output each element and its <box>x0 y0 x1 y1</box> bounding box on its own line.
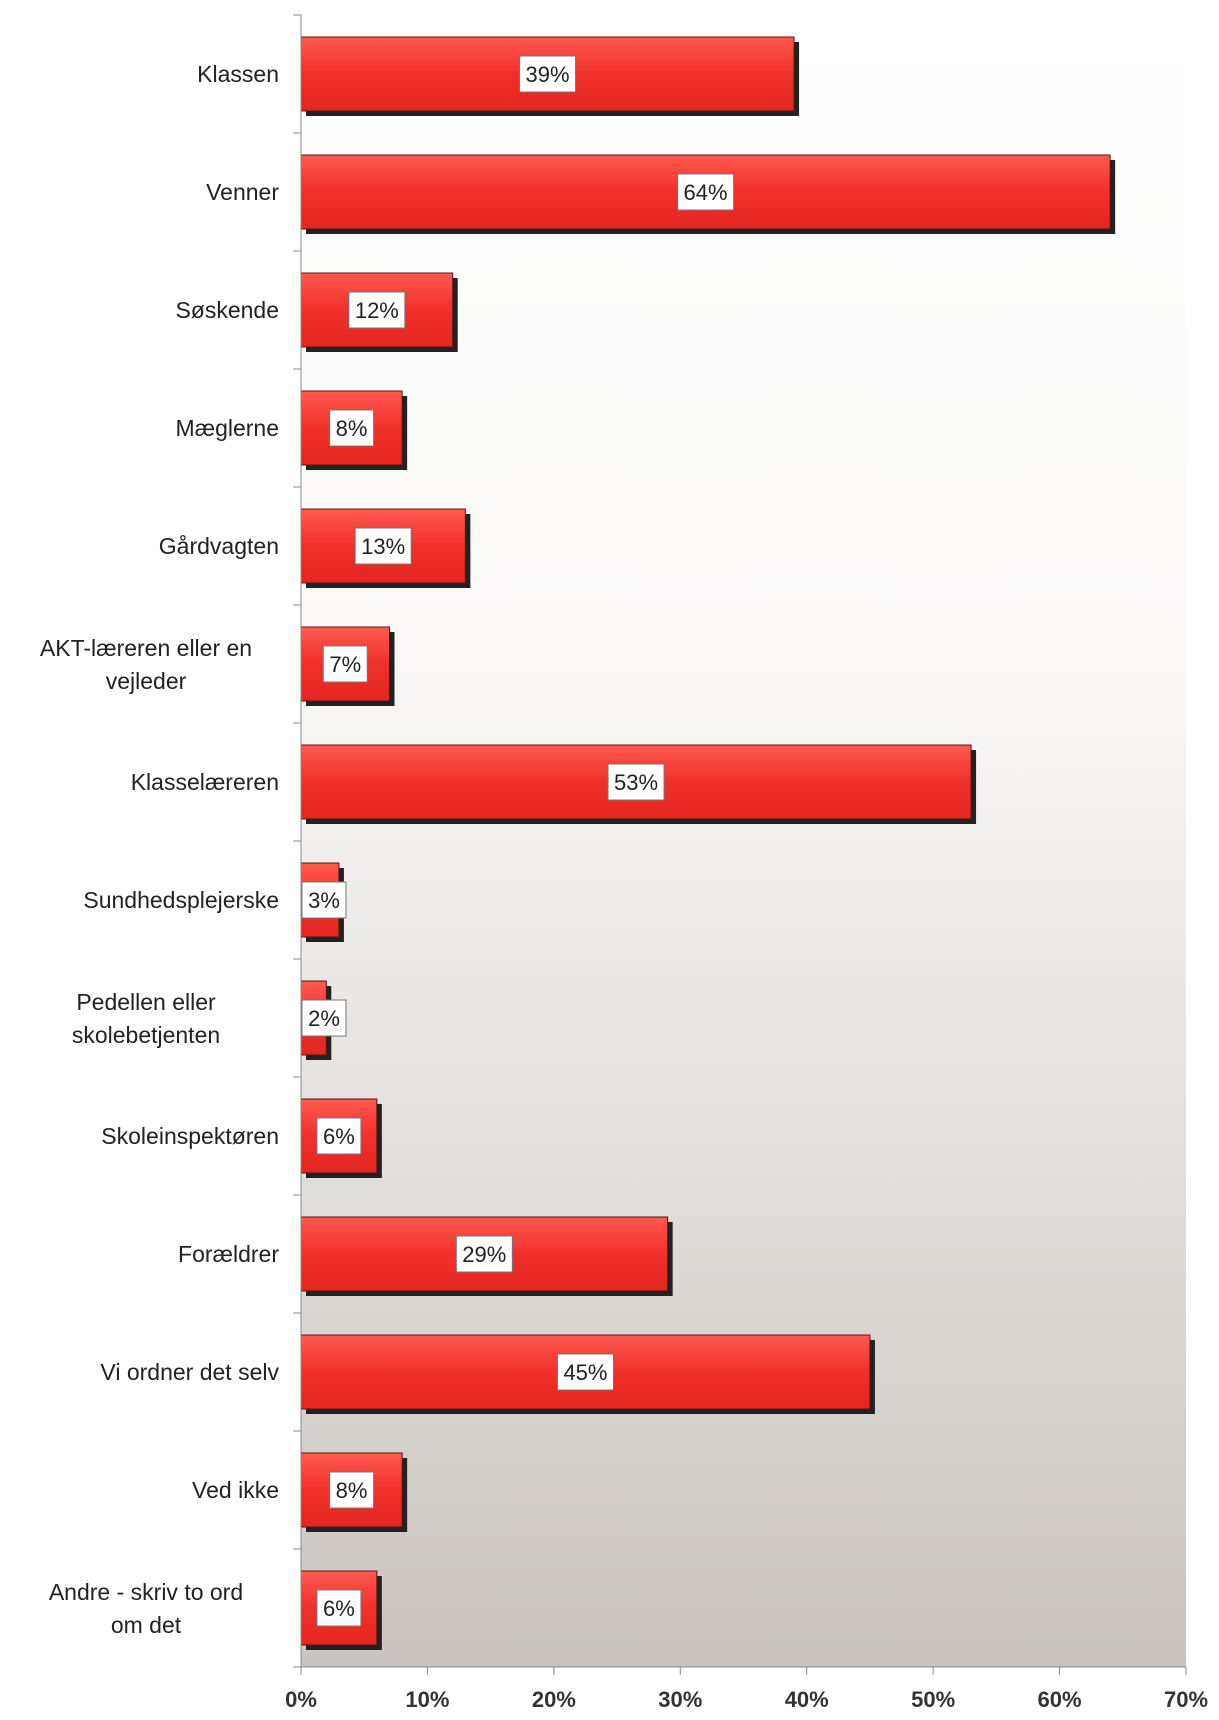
data-label-box-klassen <box>519 55 577 93</box>
data-label-pedellen-eller-skolebetjenten: 2% <box>308 1006 340 1031</box>
data-label-sundhedsplejerske: 3% <box>308 888 340 913</box>
data-label-box-m-glerne <box>329 409 375 447</box>
x-tick-label-0: 0% <box>285 1687 317 1712</box>
category-label-klassel-reren: Klasselæreren <box>131 769 279 795</box>
category-label-line: Gårdvagten <box>159 533 279 559</box>
x-tick-label-1: 10% <box>405 1687 449 1712</box>
data-label-akt-l-reren-eller-en-vejleder: 7% <box>329 652 361 677</box>
category-label-line: AKT-læreren eller en <box>40 635 252 661</box>
category-label-akt-l-reren-eller-en-vejleder: AKT-læreren eller en vejleder <box>40 635 252 694</box>
data-label-andre-skriv-to-ord-om-det: 6% <box>323 1596 355 1621</box>
x-tick-label-3: 30% <box>658 1687 702 1712</box>
data-label-venner: 64% <box>684 180 728 205</box>
category-label-line: Pedellen eller <box>76 989 216 1015</box>
category-label-andre-skriv-to-ord-om-det: Andre - skriv to ord om det <box>49 1579 243 1638</box>
category-label-for-ldrer: Forældrer <box>178 1241 279 1267</box>
category-label-line: vejleder <box>106 668 187 694</box>
category-label-klassen: Klassen <box>197 61 279 87</box>
category-label-line: Søskende <box>175 297 279 323</box>
category-label-ved-ikke: Ved ikke <box>192 1477 279 1503</box>
x-tick-label-2: 20% <box>532 1687 576 1712</box>
bars-layer <box>300 36 1116 1650</box>
category-label-venner: Venner <box>206 179 279 205</box>
x-tick-label-7: 70% <box>1164 1687 1208 1712</box>
data-label-for-ldrer: 29% <box>462 1242 506 1267</box>
data-label-ved-ikke: 8% <box>336 1478 368 1503</box>
labels-layer: 0% 10% 20% 30% 40% 50% 60% 70% 39% Klassen 64% Venn… <box>40 55 1208 1712</box>
data-label-box-s-skende <box>348 291 406 329</box>
data-label-box-for-ldrer <box>455 1235 513 1273</box>
data-label-gardvagten: 13% <box>361 534 405 559</box>
category-label-line: Sundhedsplejerske <box>83 887 279 913</box>
data-label-box-vi-ordner-det-selv <box>556 1353 614 1391</box>
data-label-s-skende: 12% <box>355 298 399 323</box>
data-label-box-andre-skriv-to-ord-om-det <box>316 1589 362 1627</box>
category-label-line: Ved ikke <box>192 1477 279 1503</box>
data-label-box-klassel-reren <box>607 763 665 801</box>
category-label-line: om det <box>111 1612 182 1638</box>
data-label-box-skoleinspekt-ren <box>316 1117 362 1155</box>
category-label-sundhedsplejerske: Sundhedsplejerske <box>83 887 279 913</box>
data-label-box-venner <box>677 173 735 211</box>
x-tick-label-4: 40% <box>785 1687 829 1712</box>
category-label-line: Andre - skriv to ord <box>49 1579 243 1605</box>
category-label-s-skende: Søskende <box>175 297 279 323</box>
x-tick-label-5: 50% <box>911 1687 955 1712</box>
x-tick-label-6: 60% <box>1038 1687 1082 1712</box>
category-label-pedellen-eller-skolebetjenten: Pedellen eller skolebetjenten <box>72 989 220 1048</box>
plot-background <box>301 15 1186 1667</box>
data-label-box-pedellen-eller-skolebetjenten <box>301 999 347 1037</box>
category-label-line: Skoleinspektøren <box>101 1123 279 1149</box>
data-label-vi-ordner-det-selv: 45% <box>563 1360 607 1385</box>
category-label-m-glerne: Mæglerne <box>175 415 279 441</box>
category-label-line: Forældrer <box>178 1241 279 1267</box>
bar-skoleinspekt-ren <box>300 1098 378 1174</box>
data-label-klassel-reren: 53% <box>614 770 658 795</box>
bar-ved-ikke <box>300 1452 403 1528</box>
data-label-box-gardvagten <box>354 527 412 565</box>
category-label-line: Vi ordner det selv <box>100 1359 279 1385</box>
data-label-box-ved-ikke <box>329 1471 375 1509</box>
data-label-m-glerne: 8% <box>336 416 368 441</box>
category-label-line: skolebetjenten <box>72 1022 220 1048</box>
data-label-klassen: 39% <box>526 62 570 87</box>
category-label-line: Klassen <box>197 61 279 87</box>
category-label-vi-ordner-det-selv: Vi ordner det selv <box>100 1359 279 1385</box>
category-label-skoleinspekt-ren: Skoleinspektøren <box>101 1123 279 1149</box>
axis-layer <box>293 14 1187 1675</box>
data-label-box-sundhedsplejerske <box>301 881 347 919</box>
category-label-gardvagten: Gårdvagten <box>159 533 279 559</box>
data-label-box-akt-l-reren-eller-en-vejleder <box>322 645 368 683</box>
category-label-line: Klasselæreren <box>131 769 279 795</box>
data-label-skoleinspekt-ren: 6% <box>323 1124 355 1149</box>
category-label-line: Venner <box>206 179 279 205</box>
category-label-line: Mæglerne <box>175 415 279 441</box>
